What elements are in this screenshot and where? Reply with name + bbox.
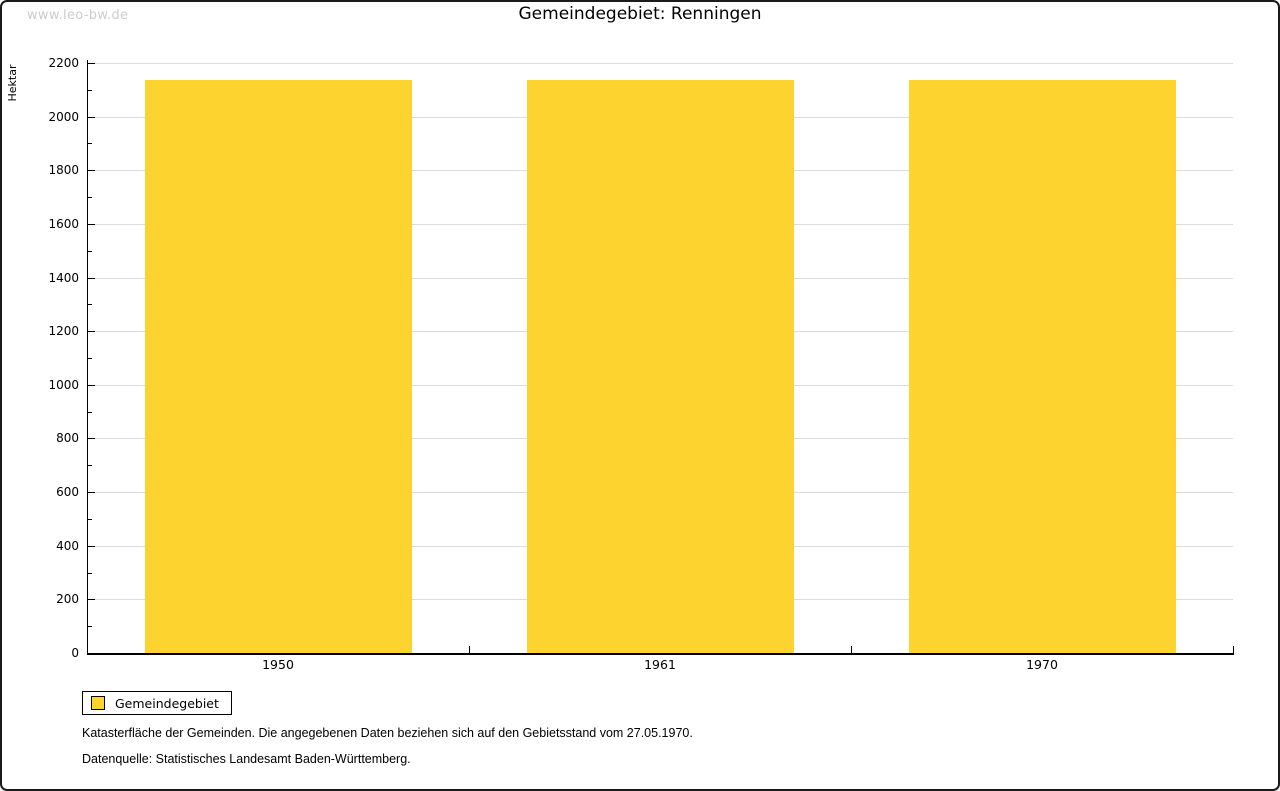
y-tick-300 — [88, 573, 92, 574]
x-axis-line — [87, 653, 1234, 655]
x-boundary-tick-1 — [469, 646, 470, 653]
y-tick-2100 — [88, 90, 92, 91]
bar-1961 — [527, 80, 794, 653]
y-tick-label-1200: 1200 — [48, 324, 79, 338]
y-tick-1800 — [88, 170, 95, 171]
y-tick-1200 — [88, 331, 95, 332]
y-tick-1500 — [88, 251, 92, 252]
x-tick-label-1970: 1970 — [1026, 657, 1058, 672]
legend-label: Gemeindegebiet — [115, 695, 219, 711]
y-tick-label-800: 800 — [56, 431, 79, 445]
y-tick-1300 — [88, 304, 92, 305]
y-tick-1700 — [88, 197, 92, 198]
y-tick-900 — [88, 412, 92, 413]
footnote-line2: Datenquelle: Statistisches Landesamt Bad… — [82, 752, 411, 766]
y-tick-600 — [88, 492, 95, 493]
y-tick-100 — [88, 626, 92, 627]
y-tick-label-400: 400 — [56, 539, 79, 553]
bar-1950 — [145, 80, 412, 653]
x-boundary-tick-3 — [1233, 646, 1234, 653]
y-tick-label-0: 0 — [71, 646, 79, 660]
y-tick-label-1000: 1000 — [48, 378, 79, 392]
legend-box: Gemeindegebiet — [82, 691, 232, 715]
y-tick-label-1400: 1400 — [48, 271, 79, 285]
x-tick-label-1961: 1961 — [644, 657, 676, 672]
y-tick-700 — [88, 465, 92, 466]
y-tick-1900 — [88, 143, 92, 144]
gridline-2200 — [87, 63, 1233, 64]
y-tick-1400 — [88, 278, 95, 279]
x-tick-label-1950: 1950 — [262, 657, 294, 672]
y-tick-200 — [88, 599, 95, 600]
y-tick-800 — [88, 438, 95, 439]
legend-swatch-icon — [91, 696, 105, 710]
y-tick-2200 — [88, 63, 95, 64]
y-tick-label-600: 600 — [56, 485, 79, 499]
watermark: www.leo-bw.de — [27, 8, 129, 23]
y-tick-label-200: 200 — [56, 592, 79, 606]
y-tick-1600 — [88, 224, 95, 225]
y-axis-line — [87, 60, 88, 654]
y-tick-label-2000: 2000 — [48, 110, 79, 124]
footnote-line1: Katasterfläche der Gemeinden. Die angege… — [82, 726, 693, 740]
bar-1970 — [909, 80, 1176, 653]
y-tick-400 — [88, 546, 95, 547]
y-tick-1000 — [88, 385, 95, 386]
y-tick-1100 — [88, 358, 92, 359]
y-tick-500 — [88, 519, 92, 520]
chart-title: Gemeindegebiet: Renningen — [518, 4, 762, 24]
y-tick-label-1600: 1600 — [48, 217, 79, 231]
y-tick-label-1800: 1800 — [48, 163, 79, 177]
y-tick-label-2200: 2200 — [48, 56, 79, 70]
x-boundary-tick-2 — [851, 646, 852, 653]
y-tick-2000 — [88, 117, 95, 118]
